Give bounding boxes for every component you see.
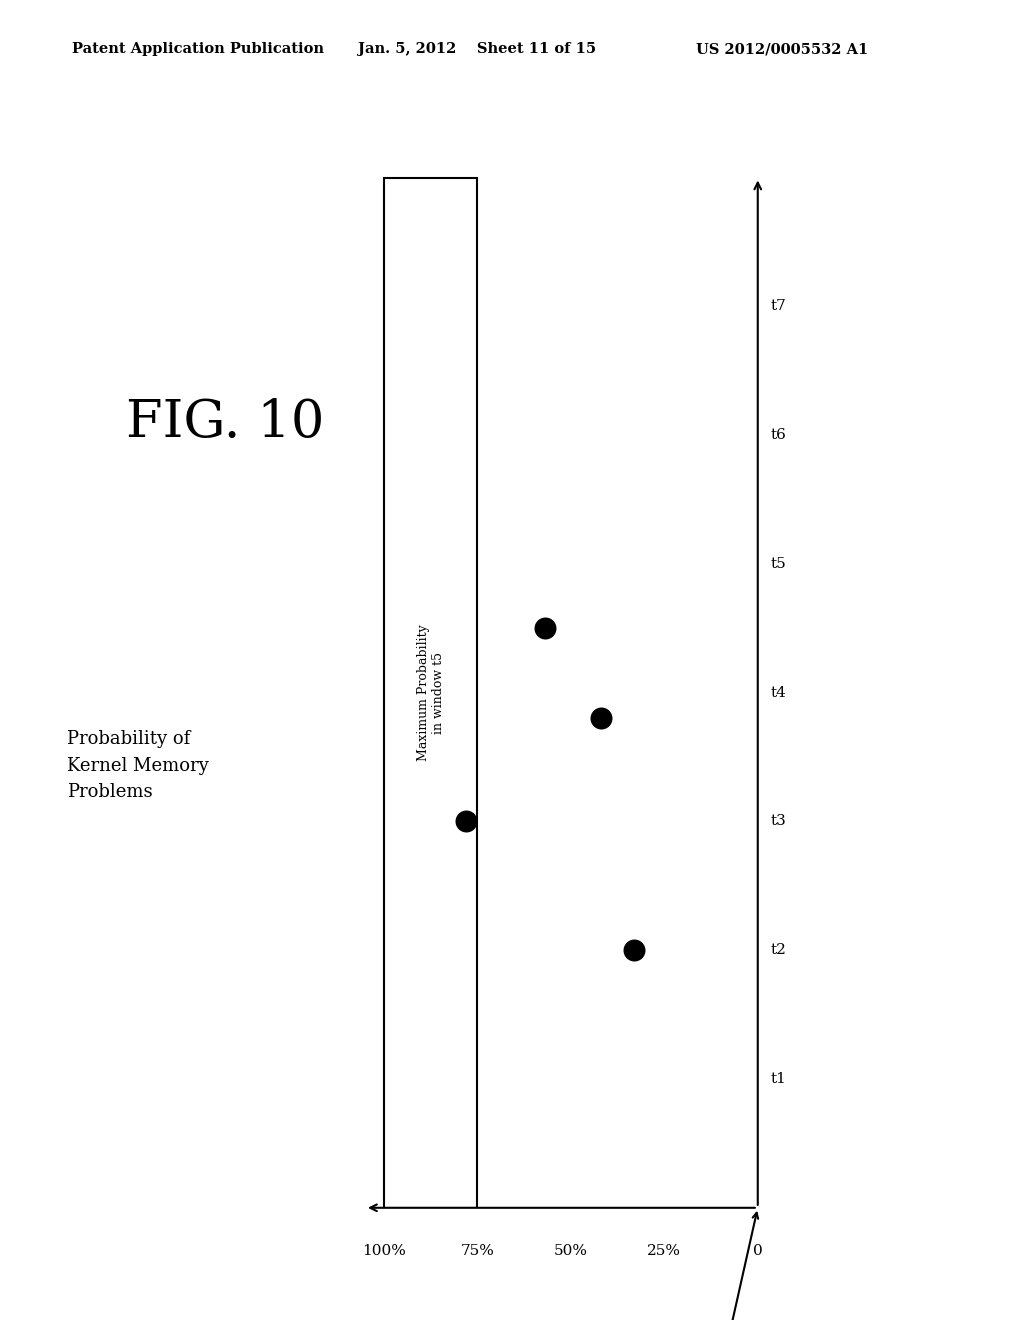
Text: US 2012/0005532 A1: US 2012/0005532 A1: [696, 42, 868, 57]
Text: Probability of
Kernel Memory
Problems: Probability of Kernel Memory Problems: [67, 730, 208, 801]
Text: t6: t6: [771, 428, 786, 442]
Point: [593, 708, 609, 729]
Point: [626, 940, 642, 961]
Point: [537, 618, 553, 639]
Text: FIG. 10: FIG. 10: [126, 397, 325, 447]
Text: 0: 0: [753, 1243, 763, 1258]
Bar: [384, 178, 477, 1208]
Text: t3: t3: [771, 814, 786, 829]
Text: Maximum Probability
in window t5: Maximum Probability in window t5: [417, 624, 444, 762]
Text: 75%: 75%: [461, 1243, 495, 1258]
Text: 100%: 100%: [361, 1243, 406, 1258]
Point: [458, 810, 474, 832]
Text: t7: t7: [771, 300, 786, 313]
Text: Jan. 5, 2012    Sheet 11 of 15: Jan. 5, 2012 Sheet 11 of 15: [358, 42, 597, 57]
Text: t1: t1: [771, 1072, 786, 1086]
Text: t2: t2: [771, 944, 786, 957]
Text: t4: t4: [771, 685, 786, 700]
Text: 25%: 25%: [647, 1243, 681, 1258]
Text: 1000: 1000: [693, 1213, 758, 1320]
Text: Patent Application Publication: Patent Application Publication: [72, 42, 324, 57]
Text: 50%: 50%: [554, 1243, 588, 1258]
Text: t5: t5: [771, 557, 786, 570]
